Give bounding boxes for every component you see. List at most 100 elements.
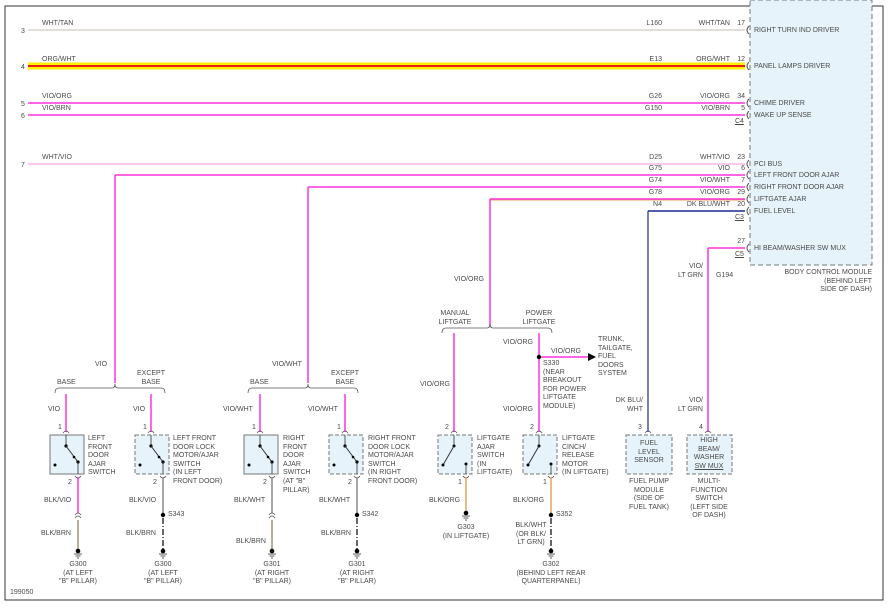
rf-ajar-ground-label: G301 (AT RIGHT "B" PILLAR) <box>252 561 292 586</box>
connector-pin-icon <box>746 194 750 204</box>
lf-lock-ground-label: G300 (AT LEFT "B" PILLAR) <box>143 561 183 586</box>
connector-c4: C4 <box>735 118 744 125</box>
connector-pin-icon <box>256 430 264 434</box>
lf-ajar-pin-out: 2 <box>68 479 72 486</box>
right-door-base-label: BASE <box>250 379 269 386</box>
connector-pin-icon <box>746 110 750 120</box>
bcm-pin-number: 12 <box>737 56 745 63</box>
row-number: 4 <box>21 64 25 71</box>
splice-dot <box>548 512 554 518</box>
connector-pin-icon <box>704 430 712 434</box>
right-door-feed-wire: VIO/WHT <box>272 361 302 368</box>
lg-ajar-wire-in: VIO/ORG <box>420 381 450 388</box>
splice-s342: S342 <box>362 511 379 518</box>
switch-contact-dot <box>332 463 336 467</box>
liftgate-ajar-switch-box <box>437 434 473 475</box>
arrow-right-icon <box>588 353 596 361</box>
ground-icon <box>548 548 554 554</box>
fuel-pin: 3 <box>638 424 642 431</box>
row-number: 6 <box>21 113 25 120</box>
switch-contact-dot <box>526 463 530 467</box>
connector-c5: C5 <box>735 251 744 258</box>
connector-pin-icon <box>535 430 543 434</box>
connector-pin-icon <box>746 98 750 108</box>
left-door-brace <box>54 383 166 394</box>
row-number: 7 <box>21 162 25 169</box>
body-control-module-box <box>749 0 873 266</box>
left-front-door-ajar-switch-box <box>49 434 85 475</box>
connector-pin-icon <box>746 25 750 35</box>
manual-liftgate-label: MANUAL LIFTGATE <box>438 310 472 326</box>
wire-color-left: WHT/VIO <box>42 154 72 161</box>
inline-connector-icon <box>268 515 276 519</box>
lf-ajar-wire-out: BLK/VIO <box>44 497 72 504</box>
circuit-id: G26 <box>648 93 662 100</box>
lf-lock-pin-out: 2 <box>153 479 157 486</box>
bcm-pin-number: 6 <box>741 165 745 172</box>
ground-icon <box>354 548 360 554</box>
wire-color-right: DK BLU/WHT <box>686 201 730 208</box>
splice-dot <box>536 354 542 360</box>
liftgate-feed-wire: VIO/ORG <box>454 276 484 283</box>
switch-blade-icon <box>344 445 358 463</box>
wire-color-right: VIO/BRN <box>701 105 730 112</box>
rf-lock-switch-label: RIGHT FRONT DOOR LOCK MOTOR/AJAR SWITCH … <box>368 435 418 485</box>
lf-lock-switch-label: LEFT FRONT DOOR LOCK MOTOR/AJAR SWITCH (… <box>173 435 223 485</box>
fuel-pump-module-label: FUEL PUMP MODULE (SIDE OF FUEL TANK) <box>629 478 669 511</box>
row-number: 3 <box>21 28 25 35</box>
switch-contact-dot <box>247 463 251 467</box>
bcm-pin-function: PANEL LAMPS DRIVER <box>754 63 831 70</box>
ground-icon <box>463 510 469 516</box>
liftgate-brace <box>441 323 553 334</box>
right-front-door-ajar-switch-box <box>243 434 279 475</box>
switch-contact-dot <box>157 455 161 459</box>
right-front-door-lock-motor-box <box>328 434 364 475</box>
bcm-pin-number: 27 <box>737 238 745 245</box>
splice-dot <box>160 512 166 518</box>
lg-ajar-pin-out: 1 <box>458 479 462 486</box>
wire-color-left: WHT/TAN <box>42 20 74 27</box>
connector-pin-icon <box>746 170 750 180</box>
rf-lock-ground-label: G301 (AT RIGHT "B" PILLAR) <box>337 561 377 586</box>
bcm-pin-number: 23 <box>737 154 745 161</box>
hibeam-wire-top-label: VIO/ LT GRN <box>677 263 703 279</box>
switch-contact-dot <box>351 455 355 459</box>
left-door-except-base-label: EXCEPT BASE <box>136 370 166 386</box>
circuit-id: E13 <box>649 56 662 63</box>
connector-pin-icon <box>62 430 70 434</box>
splice-s343: S343 <box>168 511 185 518</box>
switch-contact-dot <box>138 463 142 467</box>
bcm-pin-function: LIFTGATE AJAR <box>754 196 807 203</box>
row-number: 5 <box>21 101 25 108</box>
lg-ajar-ground-label: G303 (IN LIFTGATE) <box>442 524 490 540</box>
lg-motor-ground-label: G302 (BEHIND LEFT REAR QUARTERPANEL) <box>516 561 586 586</box>
lg-ajar-wire-out: BLK/ORG <box>429 497 461 504</box>
bcm-title: BODY CONTROL MODULE (BEHIND LEFT SIDE OF… <box>784 269 872 294</box>
lf-ajar-switch-label: LEFT FRONT DOOR AJAR SWITCH <box>88 435 116 477</box>
inline-connector-icon <box>74 515 82 519</box>
splice-dot <box>354 512 360 518</box>
rf-lock-pin-out: 2 <box>348 479 352 486</box>
circuit-id: N4 <box>653 201 662 208</box>
inline-connector-icon <box>74 512 82 516</box>
lg-motor-wire-out: BLK/ORG <box>513 497 545 504</box>
switch-contact-dot <box>72 455 76 459</box>
left-front-door-lock-motor-box <box>134 434 170 475</box>
lg-motor-wire-in: VIO/ORG <box>503 406 533 413</box>
lg-motor-wire-gnd: BLK/WHT (OR BLK/ LT GRN) <box>515 522 547 547</box>
splice-s352: S352 <box>556 511 573 518</box>
lg-motor-wire-top: VIO/ORG <box>503 339 533 346</box>
wire-color-right: WHT/TAN <box>698 20 730 27</box>
fuel-wire-label: DK BLU/ WHT <box>615 397 643 413</box>
lf-ajar-wire-gnd: BLK/BRN <box>41 530 71 537</box>
diagram-frame <box>4 5 884 601</box>
bcm-pin-function: PCI BUS <box>754 161 783 168</box>
rf-ajar-wire-out: BLK/WHT <box>234 497 266 504</box>
bcm-pin-number: 7 <box>741 177 745 184</box>
wire-color-right: WHT/VIO <box>700 154 730 161</box>
bcm-pin-number: 17 <box>737 20 745 27</box>
lf-lock-wire-out: BLK/VIO <box>129 497 157 504</box>
connector-pin-icon <box>644 430 652 434</box>
connector-pin-icon <box>746 61 750 71</box>
